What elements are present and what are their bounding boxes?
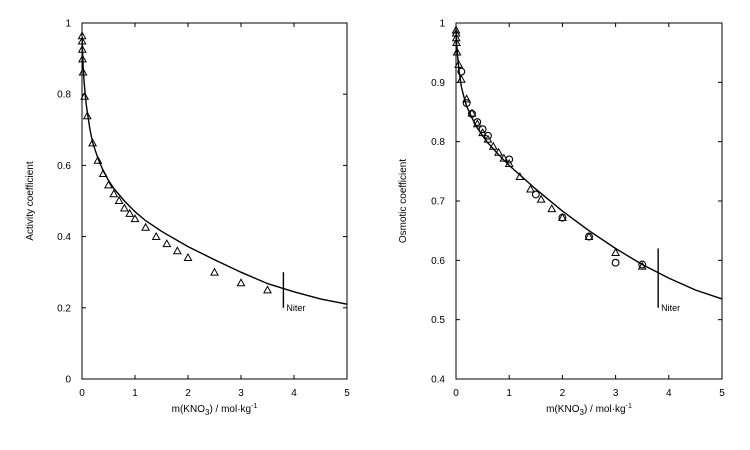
- chart2-circle-point: [483, 131, 492, 140]
- chart1-niter-label: Niter: [286, 303, 305, 313]
- chart1-y-tick-label: 0: [65, 375, 71, 386]
- chart2-y-tick-label: 0.5: [431, 315, 445, 326]
- chart1-triangle-point: [141, 222, 151, 231]
- chart1-fit-curve: [81, 37, 348, 305]
- chart1-x-tick-label: 2: [185, 388, 191, 399]
- chart1-triangle-point: [263, 285, 272, 294]
- chart2-x-tick-label: 3: [613, 388, 619, 399]
- chart2-group: 0 1 2 3 4 5 0.4 0.5 0.6 0.7 0.8 0.9 1 m(KNO3) / mol·k…: [398, 19, 725, 418]
- chart2-circle-point: [505, 155, 514, 164]
- chart1-triangle-point: [210, 267, 219, 276]
- chart1-triangle-point: [88, 138, 98, 147]
- chart1-triangle-point: [125, 208, 135, 217]
- chart1-x-tick-label: 3: [238, 388, 244, 399]
- chart2-x-tick-label: 2: [560, 388, 566, 399]
- chart1-group: 0 1 2 3 4 5 0 0.2 0.4 0.6 0.8 1 m(KNO3) / mol·kg-1 Ac…: [25, 19, 350, 418]
- chart1-triangle-point: [151, 231, 161, 240]
- chart1-triangle-point: [130, 214, 140, 223]
- chart2-triangle-point: [547, 204, 557, 213]
- chart2-fit-curve: [455, 31, 723, 300]
- chart1-triangle-point: [236, 278, 246, 287]
- chart1-triangle-point: [162, 239, 172, 248]
- chart1-triangle-point: [80, 91, 90, 100]
- chart2-y-tick-label: 0.4: [431, 375, 445, 386]
- chart2-x-tick-label: 0: [453, 388, 459, 399]
- chart1-y-tick-label: 0.2: [57, 303, 71, 314]
- chart1-x-tick-label: 0: [79, 388, 85, 399]
- chart1-x-tick-label: 4: [291, 388, 297, 399]
- chart1-y-tick-label: 1: [65, 19, 71, 30]
- chart1-triangle-point: [172, 246, 182, 255]
- chart2-x-tick-label: 1: [506, 388, 512, 399]
- chart2-y-tick-label: 0.8: [431, 137, 445, 148]
- chart2-triangle-point: [456, 74, 466, 83]
- chart1-y-axis-label: Activity coefficient: [25, 161, 36, 241]
- chart2-circle-point: [478, 125, 487, 134]
- chart1-x-tick-label: 1: [132, 388, 138, 399]
- chart1-triangle-point: [119, 203, 129, 212]
- chart1-x-tick-label: 5: [344, 388, 350, 399]
- chart2-y-axis-label: Osmotic coefficient: [398, 159, 409, 244]
- chart2-circle-point: [558, 213, 567, 222]
- chart2-y-tick-label: 0.6: [431, 256, 445, 267]
- chart1-triangle-point: [93, 155, 103, 164]
- chart2-circle-point: [611, 258, 620, 267]
- chart2-circle-point: [531, 190, 540, 199]
- chart2-y-tick-label: 0.7: [431, 197, 445, 208]
- chart2-plot-frame: [455, 22, 723, 380]
- chart1-y-tick-label: 0.4: [57, 232, 71, 243]
- chart2-circle-point: [457, 67, 466, 76]
- chart2-circle-point: [638, 260, 647, 269]
- chart2-niter-label: Niter: [661, 303, 680, 313]
- chart1-triangle-point: [104, 180, 113, 189]
- chart1-y-tick-label: 0.8: [57, 90, 71, 101]
- chart2-triangle-point: [611, 247, 621, 256]
- chart2-x-axis-label: m(KNO3) / mol·kg-1: [546, 403, 632, 417]
- chart2-triangle-point: [536, 194, 546, 203]
- chart1-triangle-point: [183, 252, 193, 261]
- chart1-triangle-point: [114, 196, 124, 205]
- chart1-plot-frame: [81, 22, 348, 380]
- chart1-triangle-point: [82, 111, 92, 120]
- chart2-triangle-point: [526, 184, 535, 193]
- chart1-triangle-point: [109, 189, 119, 198]
- chart2-x-tick-label: 5: [719, 388, 725, 399]
- chart2-y-tick-label: 0.9: [431, 78, 445, 89]
- chart2-circle-point: [585, 232, 593, 241]
- chart2-y-tick-label: 1: [439, 19, 445, 30]
- chart1-y-tick-label: 0.6: [57, 161, 71, 172]
- chart1-x-axis-label: m(KNO3) / mol·kg-1: [172, 403, 258, 417]
- chart2-x-tick-label: 4: [666, 388, 672, 399]
